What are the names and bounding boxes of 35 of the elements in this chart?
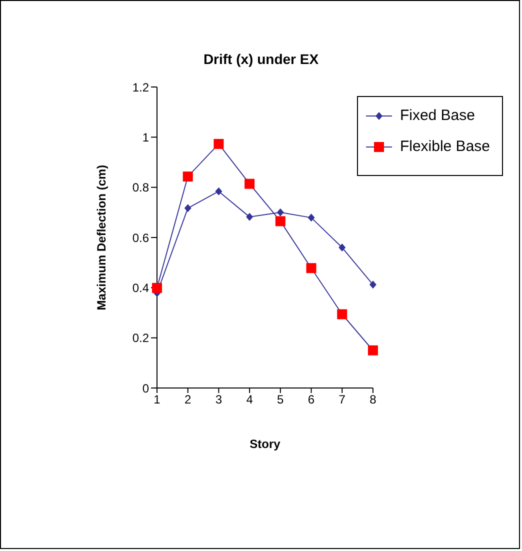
point <box>275 216 286 226</box>
x-tick-label: 4 <box>246 392 254 407</box>
point <box>276 208 284 216</box>
y-tick-label: 0.4 <box>132 280 150 295</box>
point <box>369 280 376 289</box>
legend-label: Fixed Base <box>400 107 475 124</box>
x-tick-label: 3 <box>215 392 222 407</box>
point <box>306 263 316 274</box>
y-tick-label: 0.8 <box>132 180 150 195</box>
point <box>182 172 193 182</box>
point <box>308 214 315 222</box>
x-tick-label: 8 <box>370 392 377 407</box>
point <box>337 309 348 320</box>
legend-label: Flexible Base <box>400 138 490 155</box>
y-tick-label: 0.6 <box>132 230 150 245</box>
point <box>368 345 378 356</box>
y-tick-label: 0 <box>142 381 150 396</box>
point <box>244 178 255 189</box>
x-tick-label: 5 <box>277 392 284 407</box>
x-axis-title: Story <box>250 437 281 451</box>
y-tick-label: 1.2 <box>132 80 150 94</box>
y-axis-title: Maximum Deflection (cm) <box>94 164 108 310</box>
x-tick-label: 6 <box>308 392 315 407</box>
point <box>215 187 222 196</box>
point <box>184 204 192 212</box>
y-tick-label: 0.2 <box>132 331 150 346</box>
point <box>246 212 254 221</box>
y-tick-label: 1 <box>142 130 150 144</box>
point <box>152 282 162 293</box>
x-tick-label: 2 <box>184 392 192 407</box>
point <box>214 138 224 149</box>
x-tick-label: 7 <box>338 392 346 407</box>
point <box>338 244 346 252</box>
chart-title: Drift (x) under EX <box>202 51 320 67</box>
x-tick-label: 1 <box>154 392 161 407</box>
